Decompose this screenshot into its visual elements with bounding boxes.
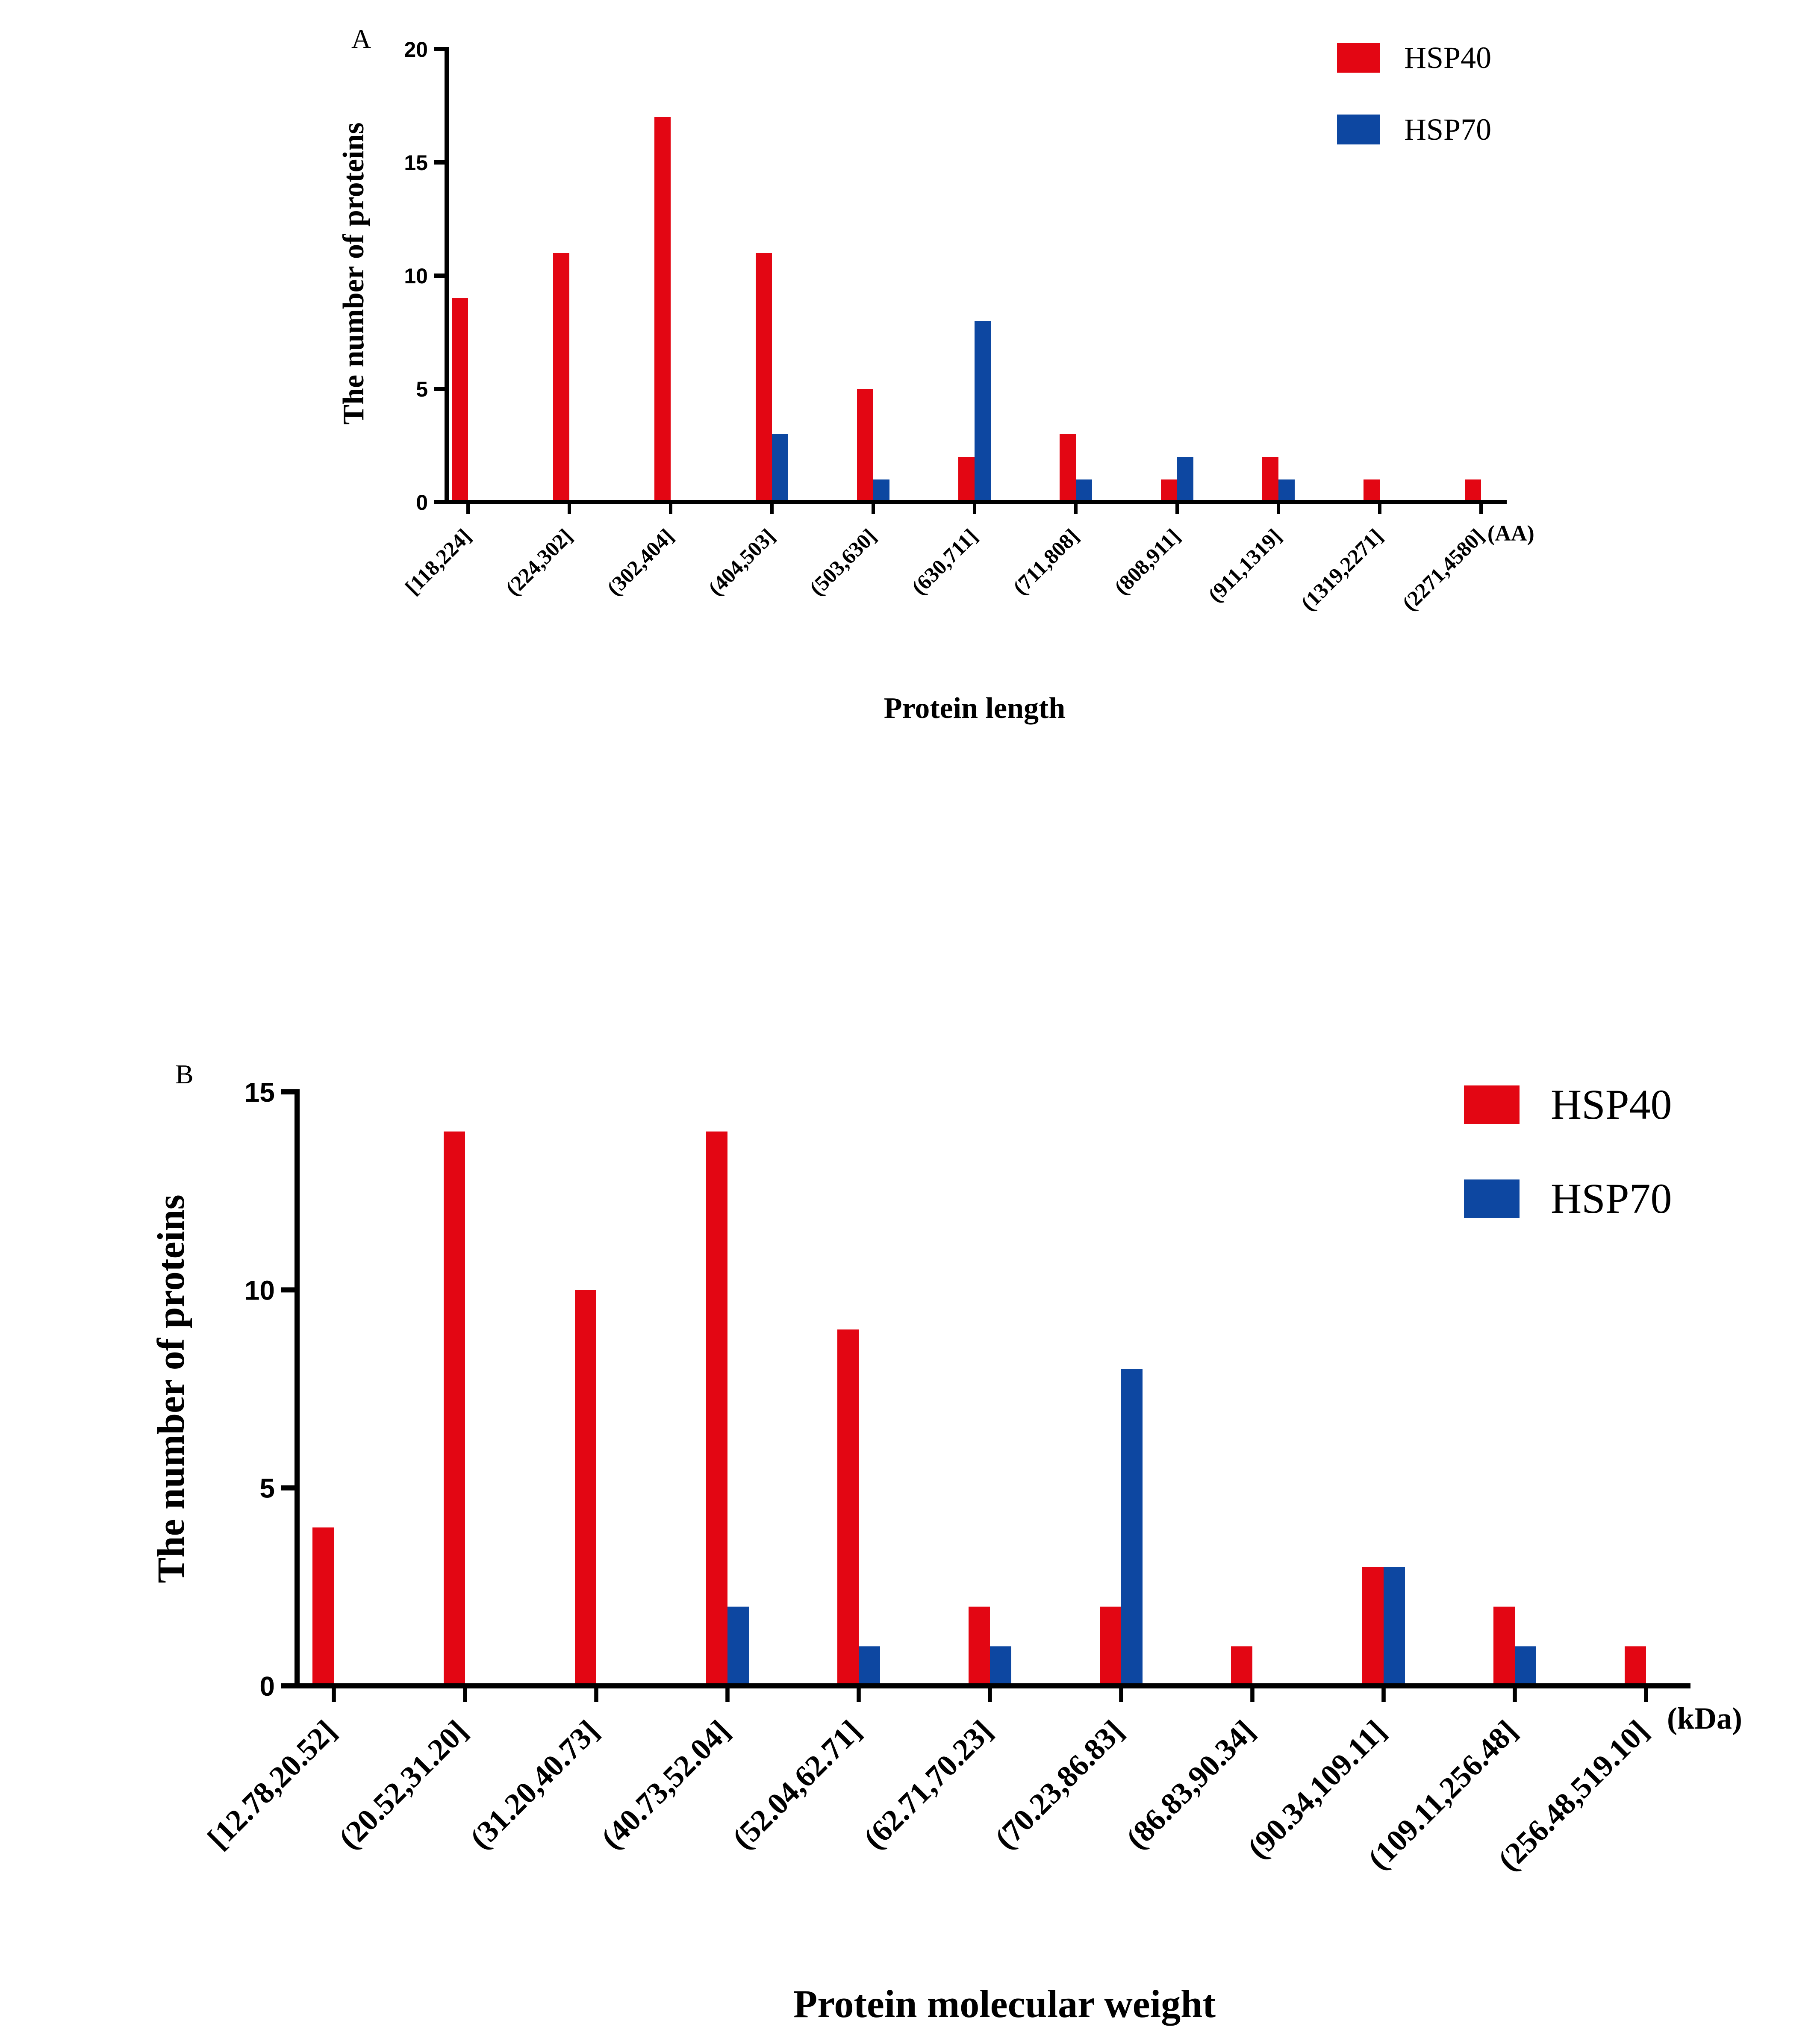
panel-b-x-tick-label-7: (86.83,90.34] xyxy=(1119,1714,1261,1856)
panel-a-x-axis-title: Protein length xyxy=(884,692,1066,725)
panel-a-x-tick-label-0: [118,224] xyxy=(401,524,476,599)
panel-a-bar-hsp40-4 xyxy=(857,389,873,502)
panel-b-x-tick-label-4: (52.04,62.71] xyxy=(726,1714,868,1856)
panel-a-x-tick-label-3: (404,503] xyxy=(704,524,780,600)
panel-a-x-unit: (AA) xyxy=(1487,521,1534,546)
panel-a-x-tick-label-9: (1319,2271] xyxy=(1296,524,1387,615)
panel-a-legend-swatch-hsp40 xyxy=(1337,43,1380,73)
panel-b-legend-label-hsp40: HSP40 xyxy=(1551,1081,1672,1128)
panel-b-x-tick-label-8: (90.34,109.11] xyxy=(1241,1714,1393,1865)
panel-a-bar-hsp70-3 xyxy=(772,434,788,502)
panel-a-x-tick-label-4: (503,630] xyxy=(805,524,881,600)
panel-b-x-unit: (kDa) xyxy=(1667,1701,1742,1735)
panel-a-bar-hsp40-0 xyxy=(452,298,468,502)
panel-a-x-tick-label-1: (224,302] xyxy=(501,524,577,600)
panel-b-bar-hsp70-6 xyxy=(1121,1369,1143,1686)
panel-a-y-tick-label-20: 20 xyxy=(404,38,428,62)
panel-b-legend-swatch-hsp40 xyxy=(1464,1085,1520,1124)
panel-b-bar-hsp40-6 xyxy=(1100,1606,1121,1686)
panel-a-y-tick-label-15: 15 xyxy=(404,151,428,175)
panel-b-y-axis-title: The number of proteins xyxy=(150,1194,192,1583)
panel-a-y-tick-label-10: 10 xyxy=(404,264,428,288)
panel-b-x-tick-label-1: (20.52,31.20] xyxy=(332,1714,474,1856)
panel-b-letter: B xyxy=(175,1059,194,1089)
panel-a-bar-hsp70-5 xyxy=(975,321,991,502)
panel-a-x-tick-label-2: (302,404] xyxy=(602,524,678,600)
panel-a-bar-hsp70-6 xyxy=(1076,479,1092,502)
panel-a-legend-swatch-hsp70 xyxy=(1337,115,1380,144)
panel-a-legend-label-hsp70: HSP70 xyxy=(1404,112,1491,147)
panel-a-bar-hsp40-3 xyxy=(756,253,772,502)
panel-a-bar-hsp40-2 xyxy=(654,117,671,502)
panel-b-x-tick-label-5: (62.71,70.23] xyxy=(857,1714,999,1856)
panel-b-bar-hsp70-9 xyxy=(1515,1646,1536,1686)
panel-a-bar-hsp40-8 xyxy=(1262,457,1278,502)
panel-a-bar-hsp70-4 xyxy=(873,479,889,502)
panel-b-bar-hsp40-3 xyxy=(706,1131,727,1686)
chart-panel-b: B 0 5 10 15 [12.78,20.52](20.52,31.20](31.20,… xyxy=(150,1059,1742,2026)
chart-panel-a: A 0 5 10 15 20 [118,224] (224,302] (302,404] (404… xyxy=(337,24,1534,725)
panel-a-y-axis-title: The number of proteins xyxy=(337,122,370,424)
panel-b-bar-hsp40-1 xyxy=(444,1131,465,1686)
panel-b-bar-hsp70-8 xyxy=(1384,1567,1405,1686)
panel-b-bar-hsp70-5 xyxy=(990,1646,1011,1686)
panel-a-x-tick-label-6: (711,808] xyxy=(1008,524,1084,599)
panel-b-y-tick-label-5: 5 xyxy=(259,1473,275,1504)
panel-b-bar-hsp40-5 xyxy=(969,1606,990,1686)
panel-b-x-tick-label-0: [12.78,20.52] xyxy=(201,1714,343,1856)
panel-a-y-tick-label-5: 5 xyxy=(416,377,428,401)
panel-a-x-tick-label-5: (630,711] xyxy=(907,524,982,599)
panel-b-x-tick-label-3: (40.73,52.04] xyxy=(595,1714,736,1856)
panel-b-bar-hsp40-4 xyxy=(837,1329,859,1686)
panel-a-bar-hsp40-1 xyxy=(553,253,569,502)
panel-a-bar-hsp40-10 xyxy=(1465,479,1481,502)
panel-b-bar-hsp40-10 xyxy=(1625,1646,1646,1686)
panel-a-letter: A xyxy=(351,24,371,54)
panel-b-x-tick-label-2: (31.20,40.73] xyxy=(463,1714,605,1856)
panel-b-y-tick-label-10: 10 xyxy=(244,1275,275,1306)
panel-b-x-tick-label-6: (70.23,86.83] xyxy=(988,1714,1130,1856)
panel-b-bar-hsp70-4 xyxy=(859,1646,880,1686)
panel-b-bar-hsp40-7 xyxy=(1231,1646,1252,1686)
panel-a-y-tick-label-0: 0 xyxy=(416,491,428,515)
panel-b-bar-hsp70-3 xyxy=(727,1606,749,1686)
panel-b-bar-hsp40-2 xyxy=(575,1290,596,1686)
panel-a-bar-hsp40-5 xyxy=(958,457,975,502)
panel-a-bar-hsp40-9 xyxy=(1364,479,1380,502)
panel-b-x-axis-title: Protein molecular weight xyxy=(793,1982,1216,2026)
panel-b-legend-label-hsp70: HSP70 xyxy=(1551,1175,1672,1222)
panel-b-bar-hsp40-9 xyxy=(1493,1606,1515,1686)
panel-a-x-tick-label-7: (808,911] xyxy=(1110,524,1185,599)
panel-a-bar-hsp40-7 xyxy=(1161,479,1177,502)
panel-a-bar-hsp70-7 xyxy=(1177,457,1193,502)
panel-b-legend-swatch-hsp70 xyxy=(1464,1179,1520,1218)
panel-a-bar-hsp40-6 xyxy=(1060,434,1076,502)
panel-b-bar-hsp40-8 xyxy=(1362,1567,1384,1686)
panel-a-x-tick-label-10: (2271,4580] xyxy=(1397,524,1488,615)
panel-b-y-tick-label-15: 15 xyxy=(244,1077,275,1108)
panel-a-legend-label-hsp40: HSP40 xyxy=(1404,41,1491,75)
panel-a-bar-hsp70-8 xyxy=(1278,479,1295,502)
panel-a-x-tick-label-8: (911,1319] xyxy=(1203,524,1286,607)
panel-b-bar-hsp40-0 xyxy=(312,1527,334,1686)
panel-b-y-tick-label-0: 0 xyxy=(259,1671,275,1702)
